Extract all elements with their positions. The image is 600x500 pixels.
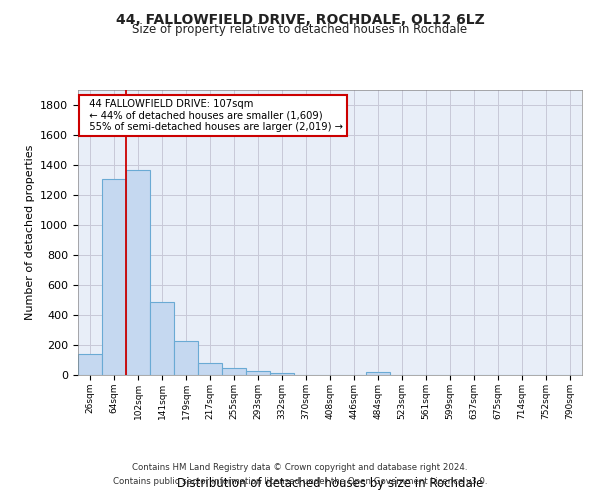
Bar (270, 373, 294, 375)
Text: 44 FALLOWFIELD DRIVE: 107sqm
  ← 44% of detached houses are smaller (1,609)
  55: 44 FALLOWFIELD DRIVE: 107sqm ← 44% of de… (83, 98, 343, 132)
Bar (102, 178, 126, 375)
Y-axis label: Number of detached properties: Number of detached properties (25, 145, 35, 320)
Bar (126, 170, 150, 375)
Text: Contains HM Land Registry data © Crown copyright and database right 2024.: Contains HM Land Registry data © Crown c… (132, 464, 468, 472)
Text: 44, FALLOWFIELD DRIVE, ROCHDALE, OL12 6LZ: 44, FALLOWFIELD DRIVE, ROCHDALE, OL12 6L… (116, 12, 484, 26)
Text: Size of property relative to detached houses in Rochdale: Size of property relative to detached ho… (133, 22, 467, 36)
Bar (366, 372, 390, 375)
Bar (246, 370, 270, 375)
X-axis label: Distribution of detached houses by size in Rochdale: Distribution of detached houses by size … (177, 478, 483, 490)
Bar (150, 302, 174, 375)
Bar (78, 354, 102, 375)
Bar (222, 368, 246, 375)
Text: Contains public sector information licensed under the Open Government Licence v3: Contains public sector information licen… (113, 477, 487, 486)
Bar (198, 363, 222, 375)
Bar (174, 341, 198, 375)
